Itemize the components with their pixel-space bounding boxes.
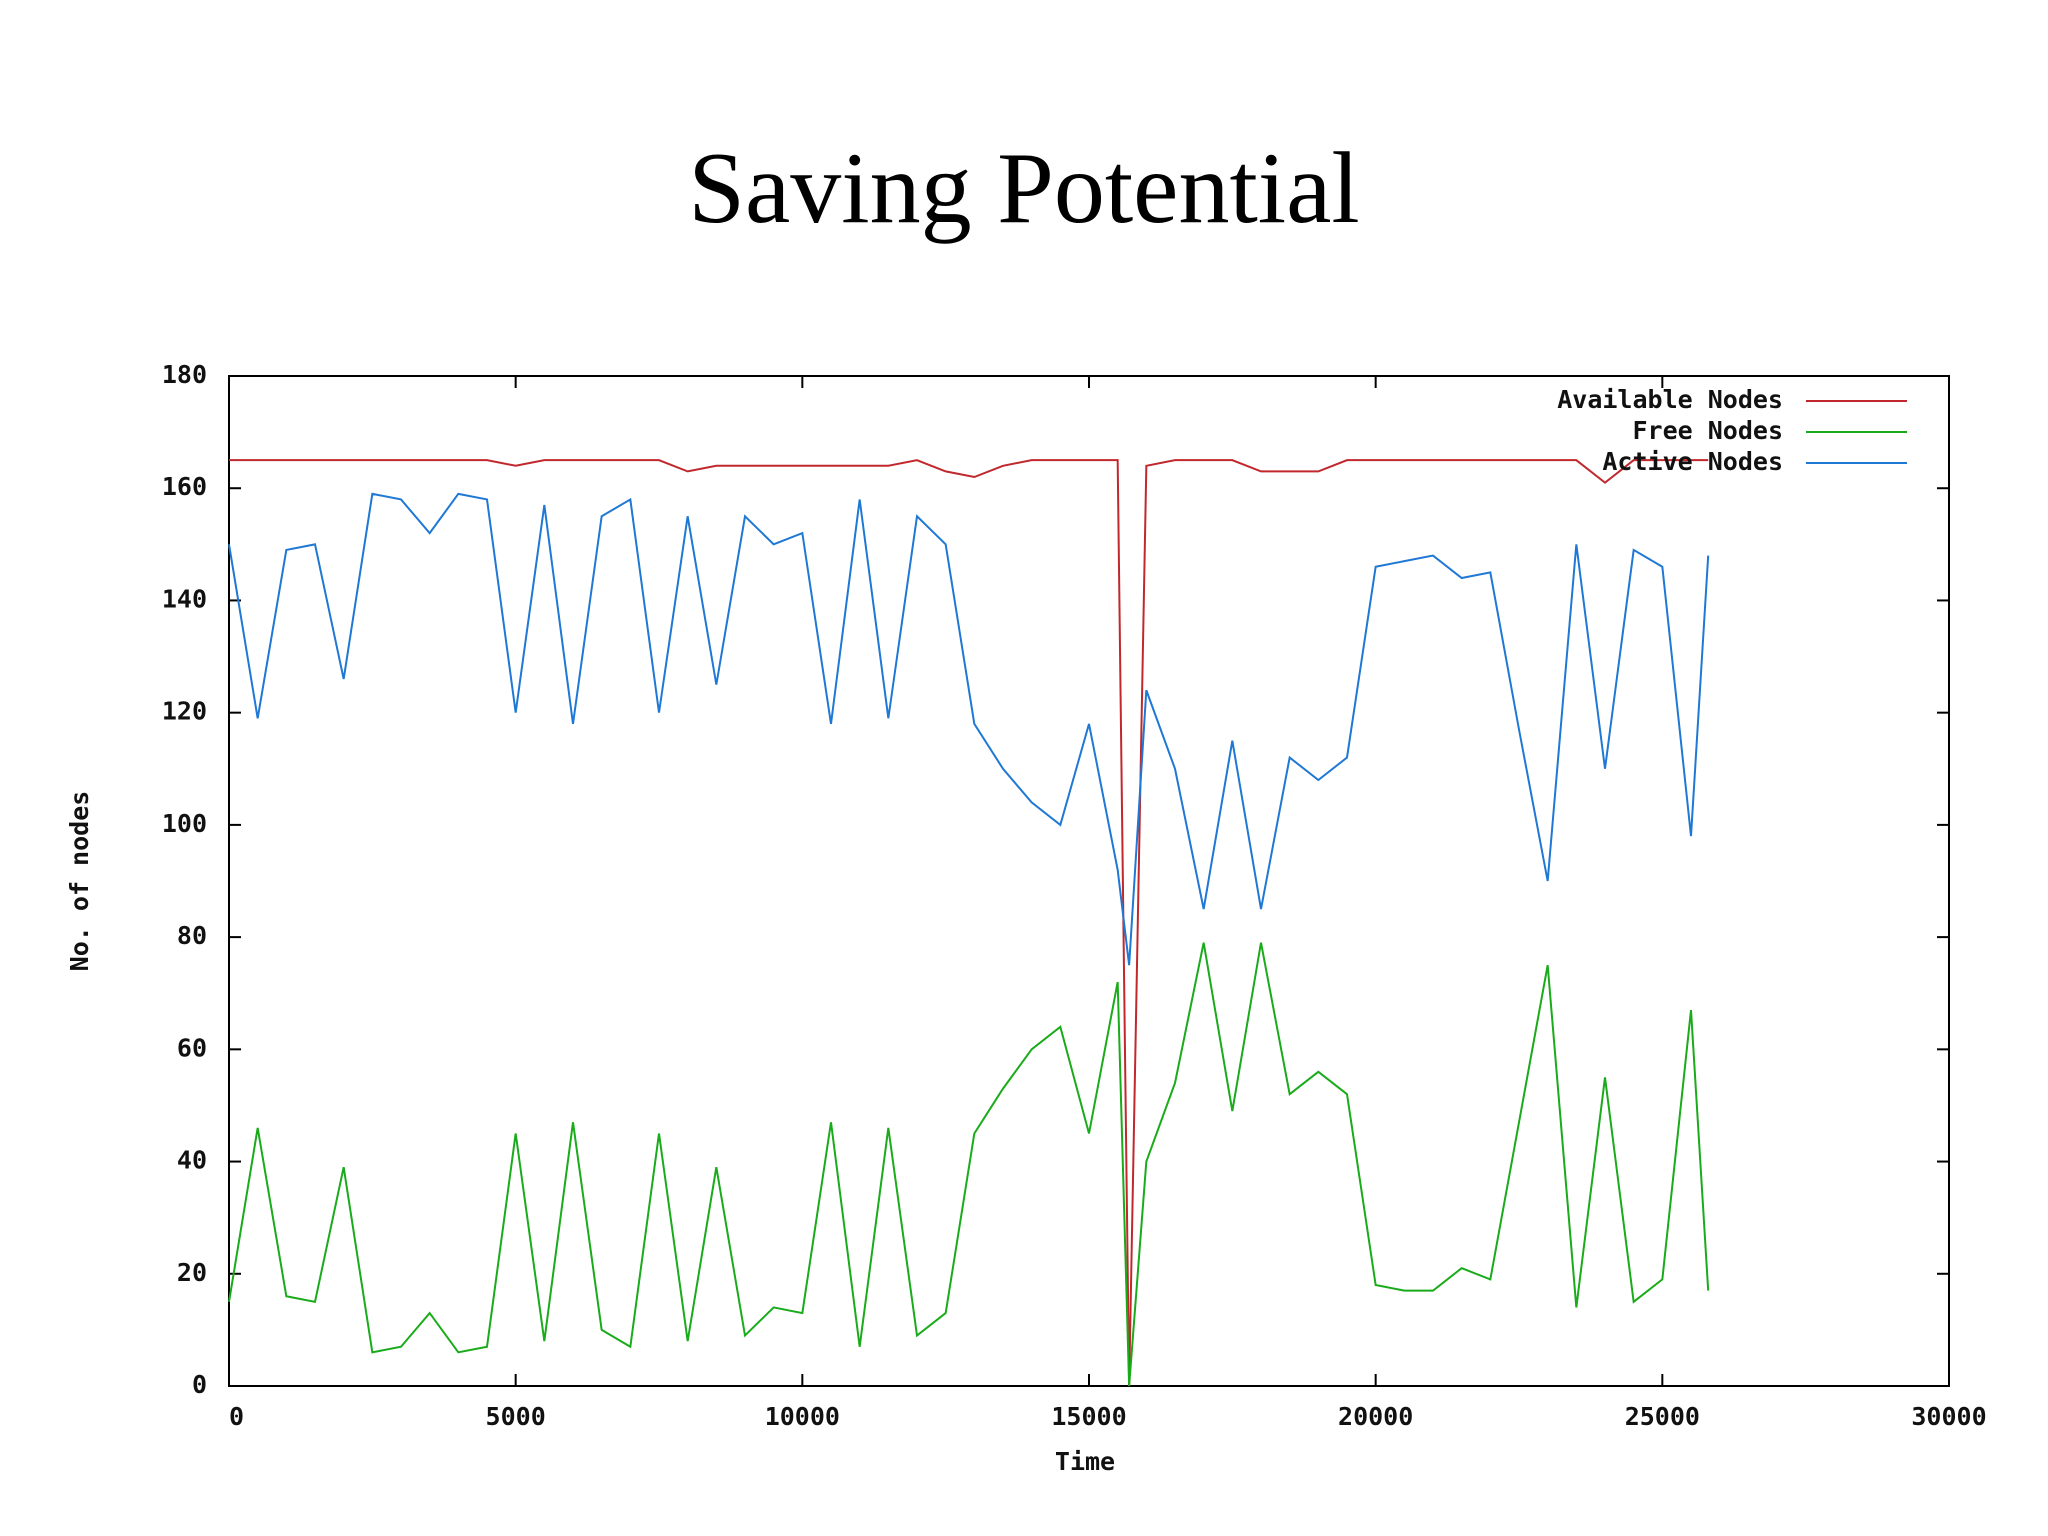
data-line: [228, 942, 1710, 1387]
x-tick-label: 5000: [486, 1402, 546, 1431]
x-axis-label: Time: [1055, 1447, 1115, 1476]
y-tick-label: 40: [177, 1146, 207, 1175]
y-tick-label: 0: [192, 1370, 207, 1399]
slide-title: Saving Potential: [688, 132, 1359, 245]
x-tick-label: 10000: [765, 1402, 840, 1431]
x-tick-label: 20000: [1338, 1402, 1413, 1431]
x-tick-label: 25000: [1625, 1402, 1700, 1431]
y-tick-label: 180: [162, 360, 207, 389]
y-tick-label: 140: [162, 584, 207, 613]
data-line: [229, 459, 1709, 1387]
x-tick-label: 30000: [1911, 1402, 1986, 1431]
y-axis-label: No. of nodes: [65, 791, 94, 972]
y-tick-label: 80: [177, 921, 207, 950]
y-tick-label: 120: [162, 697, 207, 726]
y-tick-label: 20: [177, 1258, 207, 1287]
legend-label: Active Nodes: [1602, 447, 1783, 476]
y-tick-label: 100: [162, 809, 207, 838]
x-tick-label: 0: [229, 1402, 244, 1431]
y-tick-label: 160: [162, 472, 207, 501]
data-line: [228, 492, 1710, 966]
legend-label: Free Nodes: [1632, 416, 1783, 445]
x-tick-label: 15000: [1051, 1402, 1126, 1431]
legend-label: Available Nodes: [1557, 385, 1783, 414]
y-tick-label: 60: [177, 1033, 207, 1062]
